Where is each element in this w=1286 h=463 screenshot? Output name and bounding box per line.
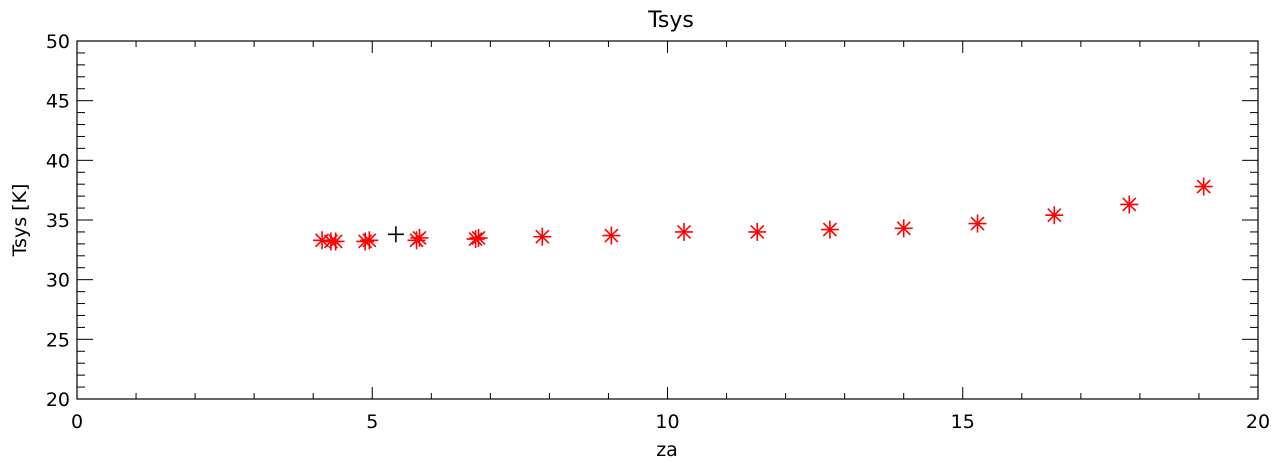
data-point-asterisk — [410, 228, 429, 247]
y-tick-label: 50 — [46, 31, 70, 53]
data-point-asterisk — [466, 230, 485, 249]
y-tick-label: 40 — [46, 150, 70, 172]
data-point-asterisk — [326, 232, 345, 251]
x-tick-label: 10 — [655, 411, 679, 433]
data-point-asterisk — [469, 228, 488, 247]
data-point-asterisk — [360, 231, 379, 250]
data-point-asterisk — [1120, 195, 1139, 214]
data-point-asterisk — [894, 219, 913, 238]
x-tick-label: 20 — [1246, 411, 1270, 433]
x-tick-label: 15 — [951, 411, 975, 433]
y-tick-label: 25 — [46, 329, 70, 351]
y-tick-labels: 20 25 30 35 40 45 50 — [46, 31, 70, 411]
x-tick-labels: 0 5 10 15 20 — [71, 411, 1270, 433]
data-point-asterisk — [1194, 177, 1213, 196]
data-points — [313, 177, 1213, 251]
data-point-asterisk — [968, 214, 987, 233]
data-point-asterisk — [675, 222, 694, 241]
y-axis-label: Tsys [K] — [9, 184, 31, 258]
y-tick-label: 30 — [46, 270, 70, 292]
y-tick-label: 35 — [46, 210, 70, 232]
x-tick-label: 5 — [366, 411, 378, 433]
x-axis-label: za — [656, 439, 678, 461]
data-point-asterisk — [313, 231, 332, 250]
axis-ticks — [76, 40, 1259, 400]
data-point-asterisk — [602, 226, 621, 245]
data-point-asterisk — [820, 220, 839, 239]
chart-title: Tsys — [647, 8, 694, 33]
data-point-asterisk — [533, 227, 552, 246]
plot-frame — [76, 40, 1259, 400]
data-point-plus — [387, 226, 404, 243]
y-tick-label: 45 — [46, 91, 70, 113]
data-point-asterisk — [1045, 206, 1064, 225]
x-tick-label: 0 — [71, 411, 83, 433]
y-tick-label: 20 — [46, 389, 70, 411]
data-point-asterisk — [748, 222, 767, 241]
